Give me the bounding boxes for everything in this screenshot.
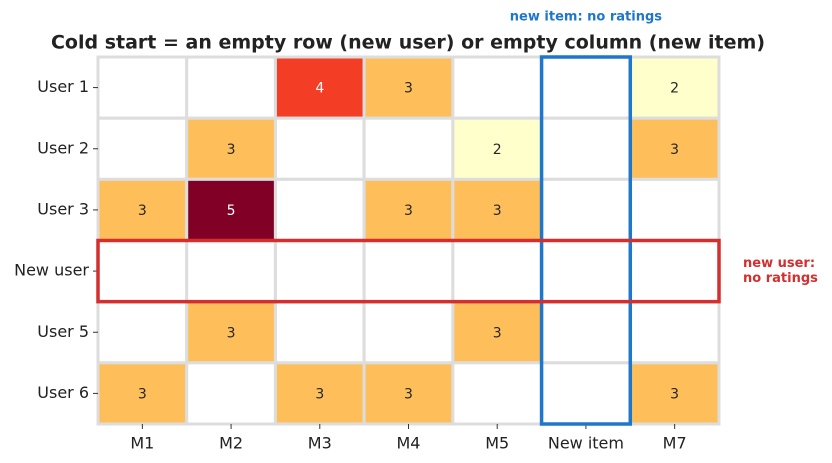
empty-cell (540, 55, 632, 120)
empty-cell (273, 116, 366, 181)
x-tick-label: M4 (397, 434, 421, 453)
cell-label: 2 (493, 142, 502, 158)
y-tick-label: User 2 (37, 138, 89, 157)
cell-label: 3 (227, 142, 236, 158)
cell-label: 3 (404, 203, 413, 219)
y-tick-label: User 3 (37, 199, 89, 218)
x-tick-label: M3 (308, 434, 332, 453)
x-tick-label: New item (548, 434, 624, 453)
cell-label: 3 (227, 325, 236, 341)
empty-cell (540, 300, 632, 365)
empty-cell (185, 239, 277, 304)
empty-cell (362, 239, 455, 304)
empty-cell (451, 55, 544, 120)
annotation: new user: (743, 256, 815, 271)
cell (451, 300, 544, 365)
empty-cell (451, 239, 544, 304)
empty-cell (96, 300, 189, 365)
x-tick-label: M5 (485, 434, 509, 453)
annotation: no ratings (743, 271, 818, 286)
cell-label: 5 (227, 203, 236, 219)
y-tick-label: User 1 (37, 77, 89, 96)
empty-cell (273, 177, 366, 242)
row-highlight (96, 238, 721, 304)
empty-cell (185, 55, 277, 120)
cell-label: 3 (670, 142, 679, 158)
empty-cell (96, 239, 189, 304)
x-tick-label: M2 (219, 434, 243, 453)
empty-cell (540, 361, 632, 426)
empty-cell (540, 116, 632, 181)
empty-cell (628, 300, 721, 365)
x-tick-label: M7 (663, 434, 687, 453)
cell-label: 3 (670, 386, 679, 402)
cell-label: 2 (670, 81, 679, 97)
cell-label: 3 (404, 81, 413, 97)
cell (273, 361, 366, 426)
empty-cell (628, 177, 721, 242)
cell-label: 3 (138, 203, 147, 219)
y-tick-label: User 5 (37, 322, 89, 341)
y-tick-label: User 6 (37, 383, 89, 402)
cell-label: 3 (404, 386, 413, 402)
cell-label: 3 (138, 386, 147, 402)
empty-cell (540, 177, 632, 242)
cell-label: 3 (315, 386, 324, 402)
annotation: new item: no ratings (510, 10, 662, 25)
chart-title: Cold start = an empty row (new user) or … (51, 32, 765, 54)
empty-cell (273, 300, 366, 365)
empty-cell (185, 361, 277, 426)
x-tick-label: M1 (130, 434, 154, 453)
empty-cell (362, 300, 455, 365)
empty-cell (451, 361, 544, 426)
empty-cell (362, 116, 455, 181)
cell-label: 3 (493, 325, 502, 341)
empty-cell (96, 55, 189, 120)
cell (185, 177, 277, 242)
empty-cell (96, 116, 189, 181)
cell (451, 177, 544, 242)
cell-label: 4 (315, 81, 324, 97)
y-tick-label: New user (14, 261, 89, 280)
empty-cell (540, 239, 632, 304)
cell-label: 3 (493, 203, 502, 219)
empty-cell (628, 239, 721, 304)
empty-cell (273, 239, 366, 304)
